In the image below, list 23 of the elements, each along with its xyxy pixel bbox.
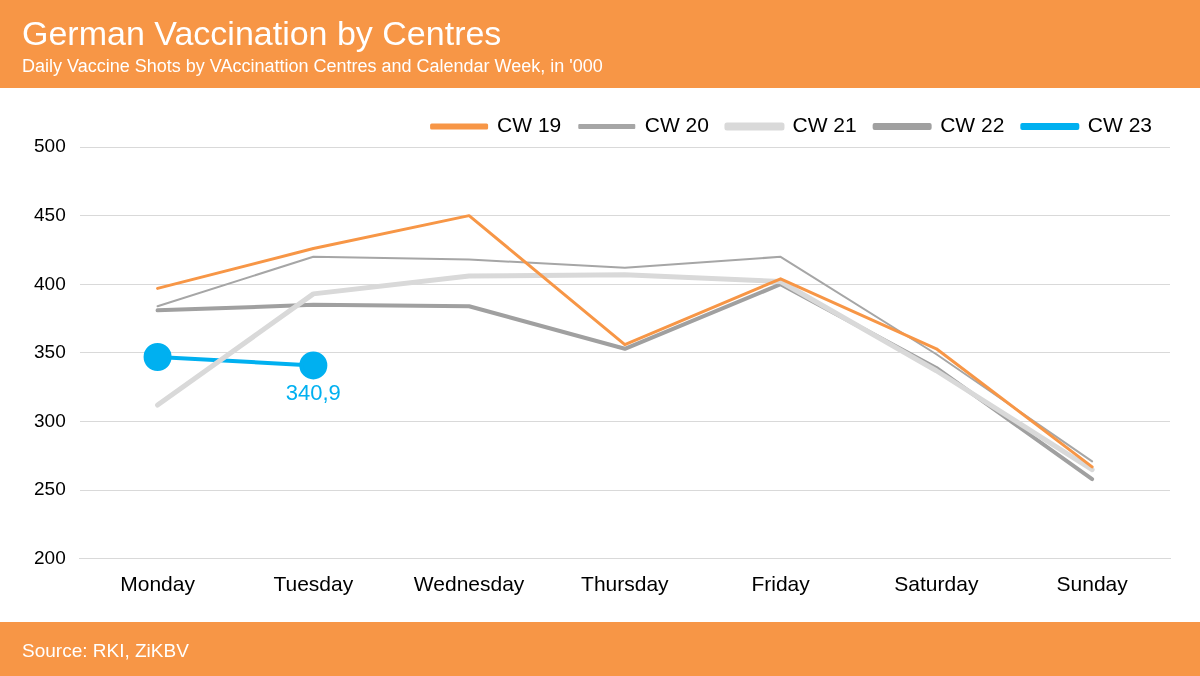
x-tick-label: Sunday — [1056, 572, 1129, 596]
chart-subtitle: Daily Vaccine Shots by VAccinattion Centres and Calendar Week, in '000 — [22, 56, 604, 77]
x-tick-label: Tuesday — [273, 572, 354, 596]
y-tick-label: 500 — [34, 135, 66, 157]
y-tick-label: 300 — [34, 409, 66, 431]
source-note: Source: RKI, ZiKBV — [21, 639, 190, 662]
x-tick-label: Monday — [120, 572, 196, 596]
x-tick-label: Thursday — [581, 572, 670, 596]
y-tick-label: 250 — [34, 478, 66, 500]
x-tick-label: Wednesday — [413, 572, 525, 596]
legend-label: CW 19 — [497, 113, 562, 137]
x-tick-label: Friday — [751, 572, 811, 596]
y-tick-label: 400 — [34, 272, 66, 294]
data-label: 340,9 — [285, 380, 341, 406]
x-tick-label: Saturday — [894, 572, 979, 596]
legend-label: CW 21 — [792, 113, 857, 137]
y-tick-label: 350 — [34, 341, 66, 363]
y-tick-label: 450 — [34, 203, 66, 225]
chart-title: German Vaccination by Centres — [22, 14, 503, 52]
legend-label: CW 20 — [644, 113, 709, 137]
legend-label: CW 23 — [1087, 113, 1153, 137]
legend-label: CW 22 — [940, 113, 1005, 137]
y-tick-label: 200 — [34, 547, 66, 569]
